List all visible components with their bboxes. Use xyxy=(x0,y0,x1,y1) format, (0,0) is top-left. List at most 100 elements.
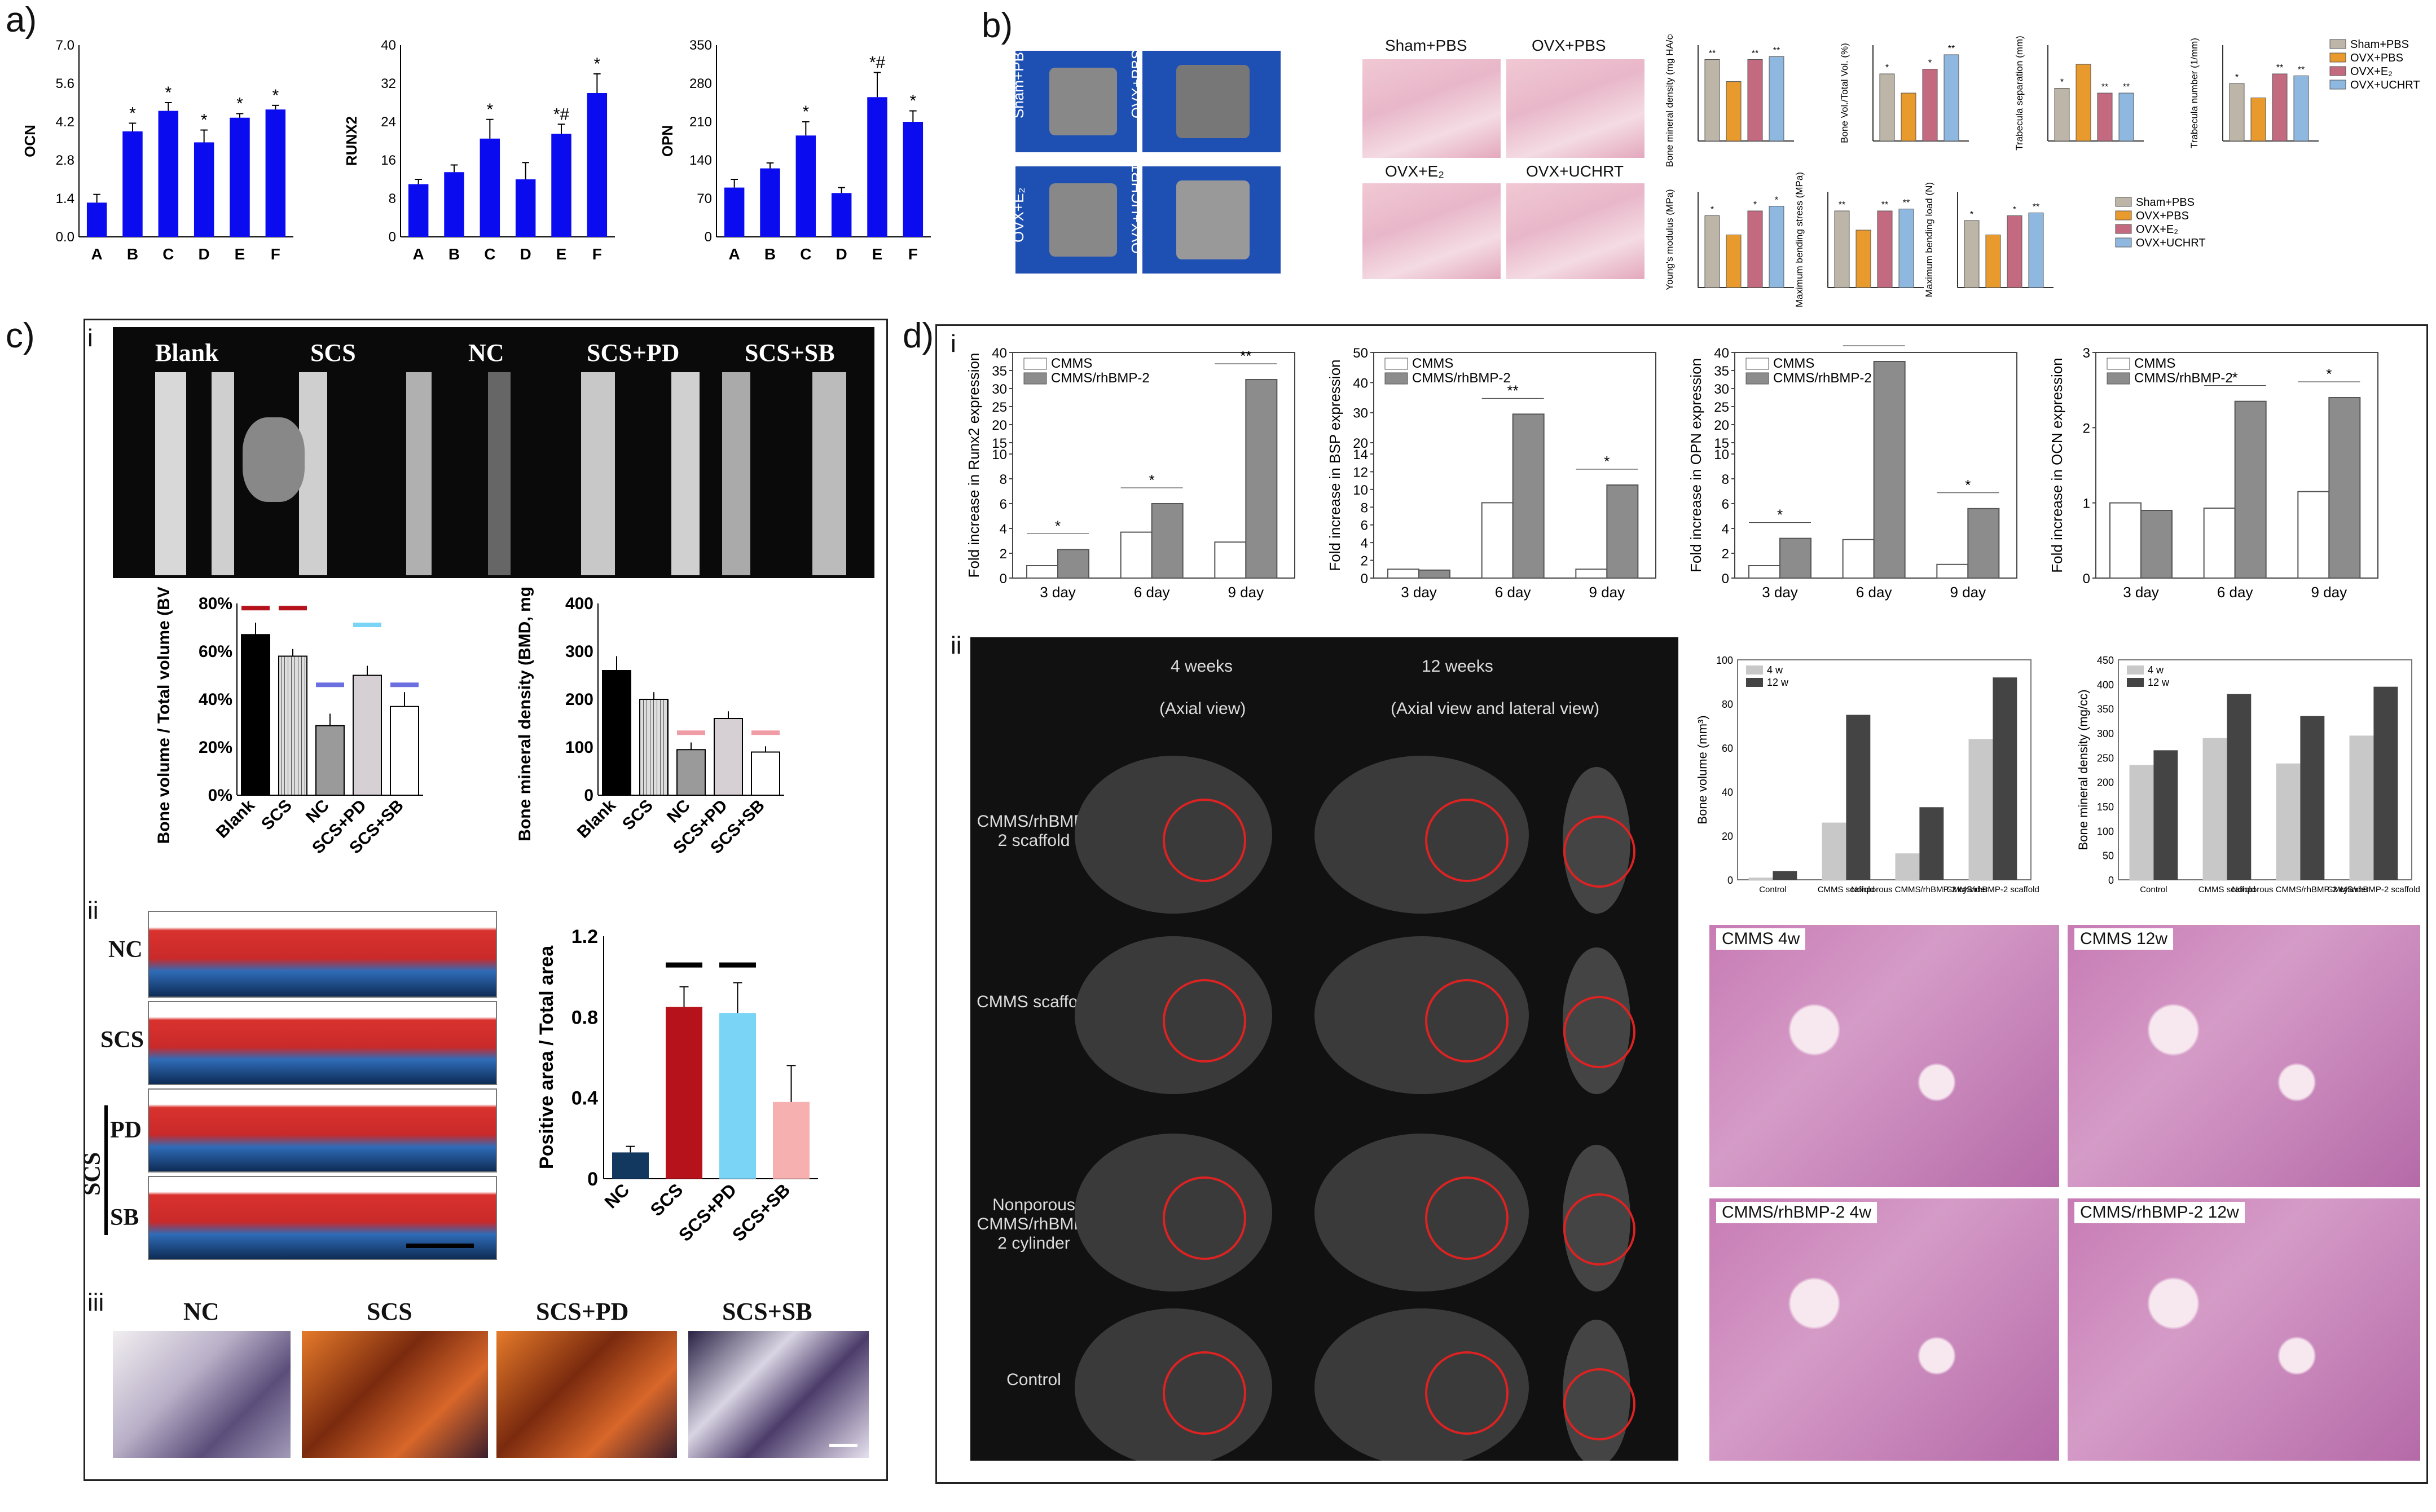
histo-label-2: CMMS/rhBMP-2 4w xyxy=(1716,1202,1877,1223)
y-tick-label: 25 xyxy=(992,400,1007,415)
histo-bmp-4w: CMMS/rhBMP-2 4w xyxy=(1709,1198,2059,1461)
bone-shaft-icon xyxy=(671,372,700,575)
bar xyxy=(2202,738,2227,880)
panel-b-ct-grid: Sham+PBS OVX+PBS OVX+E₂ OVX+UCHRT xyxy=(1010,42,1281,276)
mt-image-pd xyxy=(148,1088,497,1172)
bar xyxy=(2328,397,2361,579)
x-tick-label: Nonporous CMMS/rhBMP-2 cylinder xyxy=(1851,885,1988,894)
bar xyxy=(1245,379,1278,579)
bar xyxy=(2007,215,2022,288)
x-tick-label: SCS+SB xyxy=(728,1179,794,1245)
bar xyxy=(2153,750,2178,880)
mt-label-pd: PD xyxy=(110,1117,142,1143)
bar xyxy=(86,202,107,237)
y-tick-label: 450 xyxy=(2097,655,2114,666)
y-tick-label: 2 xyxy=(1000,546,1007,562)
y-axis-label: Positive area / Total area xyxy=(536,945,557,1169)
x-tick-label: F xyxy=(271,245,280,263)
legend-label: Sham+PBS xyxy=(2350,38,2409,51)
bar xyxy=(1879,73,1895,142)
ct-specimen xyxy=(1075,1134,1272,1291)
defect-circle xyxy=(1163,979,1246,1063)
y-tick-label: 6 xyxy=(1000,497,1007,512)
bar xyxy=(1575,568,1608,579)
y-tick-label: 10 xyxy=(1714,447,1729,462)
significance-mark: * xyxy=(236,94,243,113)
bar xyxy=(2227,694,2252,880)
y-tick-label: 40 xyxy=(1722,787,1733,798)
x-tick-label: A xyxy=(729,245,740,263)
x-tick-label: 3 day xyxy=(1401,584,1437,601)
significance-mark: ** xyxy=(1752,49,1758,59)
y-tick-label: 0 xyxy=(584,786,593,805)
y-tick-label: 150 xyxy=(2097,801,2114,813)
legend-label: OVX+E₂ xyxy=(2136,223,2178,236)
ct-specimen xyxy=(1563,947,1630,1094)
bar xyxy=(1834,210,1850,288)
y-tick-label: 6 xyxy=(1361,518,1368,534)
he-label-2: OVX+E₂ xyxy=(1385,162,1445,180)
y-tick-label: 60 xyxy=(1722,743,1733,754)
x-tick-label: B xyxy=(764,245,776,263)
y-tick-label: 100 xyxy=(2097,826,2114,837)
ct-specimen xyxy=(1314,756,1529,914)
x-tick-label: SCS+PD xyxy=(675,1179,741,1245)
x-tick-label: 6 day xyxy=(2217,584,2253,601)
x-tick-label: 9 day xyxy=(1228,584,1264,601)
x-tick-label: NC xyxy=(302,796,333,827)
defect-circle xyxy=(1425,979,1509,1063)
bar xyxy=(2373,686,2398,880)
bone-core-icon xyxy=(1049,68,1117,135)
significance-mark: ** xyxy=(1507,382,1519,399)
significance-mark: * xyxy=(1055,517,1061,534)
significance-mark: * xyxy=(2013,205,2016,215)
defect-circle xyxy=(1563,996,1635,1068)
y-tick-label: 2.8 xyxy=(56,153,74,168)
mt-group-label: SCS xyxy=(80,1152,105,1196)
ct-specimen xyxy=(1563,767,1630,914)
panel-label-d: d) xyxy=(903,316,934,355)
bar xyxy=(1985,235,2001,288)
legend-label: CMMS xyxy=(1051,356,1092,371)
y-tick-label: 0 xyxy=(1727,875,1733,886)
significance-mark: ** xyxy=(2276,63,2283,73)
defect-circle xyxy=(1163,1351,1246,1435)
bone-shaft-icon xyxy=(212,372,234,575)
ct-header-2: 12 weeks xyxy=(1422,657,1493,676)
y-tick-label: 0 xyxy=(1722,571,1729,587)
y-tick-label: 250 xyxy=(2097,752,2114,764)
bar xyxy=(2297,491,2330,579)
panel-c-bar-charts: 0% 20% 40% 60% 80% Bone volume / Total volume… xyxy=(155,587,784,857)
bar xyxy=(2203,508,2236,579)
y-tick-label: 200 xyxy=(565,690,593,709)
legend-swatch xyxy=(1745,372,1769,385)
panel-b-small-charts: Bone mineral density (mg HA/ccm) ** ** ** Bo… xyxy=(1664,34,2420,307)
x-tick-label: A xyxy=(91,245,103,263)
y-axis-label: RUNX2 xyxy=(343,116,360,166)
bar xyxy=(773,1101,810,1179)
bar xyxy=(1512,413,1545,579)
x-tick-label: D xyxy=(520,245,531,263)
y-axis-label: Bone volume / Total volume (BV/TV) xyxy=(155,587,173,844)
y-tick-label: 70 xyxy=(697,191,712,206)
ihc-image-nc xyxy=(113,1331,291,1458)
bar xyxy=(2076,64,2091,142)
defect-circle xyxy=(1425,1351,1509,1435)
y-axis-label: Bone volume (mm³) xyxy=(1695,715,1709,824)
y-tick-label: 400 xyxy=(2097,679,2114,690)
legend-swatch xyxy=(2329,39,2346,49)
histo-label-0: CMMS 4w xyxy=(1716,928,1806,950)
x-tick-label: 9 day xyxy=(1950,584,1986,601)
legend-label: CMMS/rhBMP-2 xyxy=(1412,371,1511,386)
bar xyxy=(353,675,382,796)
legend-label: OVX+PBS xyxy=(2350,52,2403,64)
y-tick-label: 300 xyxy=(2097,728,2114,739)
bar xyxy=(760,168,780,237)
y-tick-label: 12 xyxy=(1353,465,1368,480)
bar xyxy=(194,142,214,237)
y-tick-label: 0 xyxy=(2108,875,2114,886)
y-tick-label: 25 xyxy=(1714,400,1729,415)
bar xyxy=(1151,503,1184,579)
y-axis-label: Fold increase in OPN expression xyxy=(1687,358,1704,572)
